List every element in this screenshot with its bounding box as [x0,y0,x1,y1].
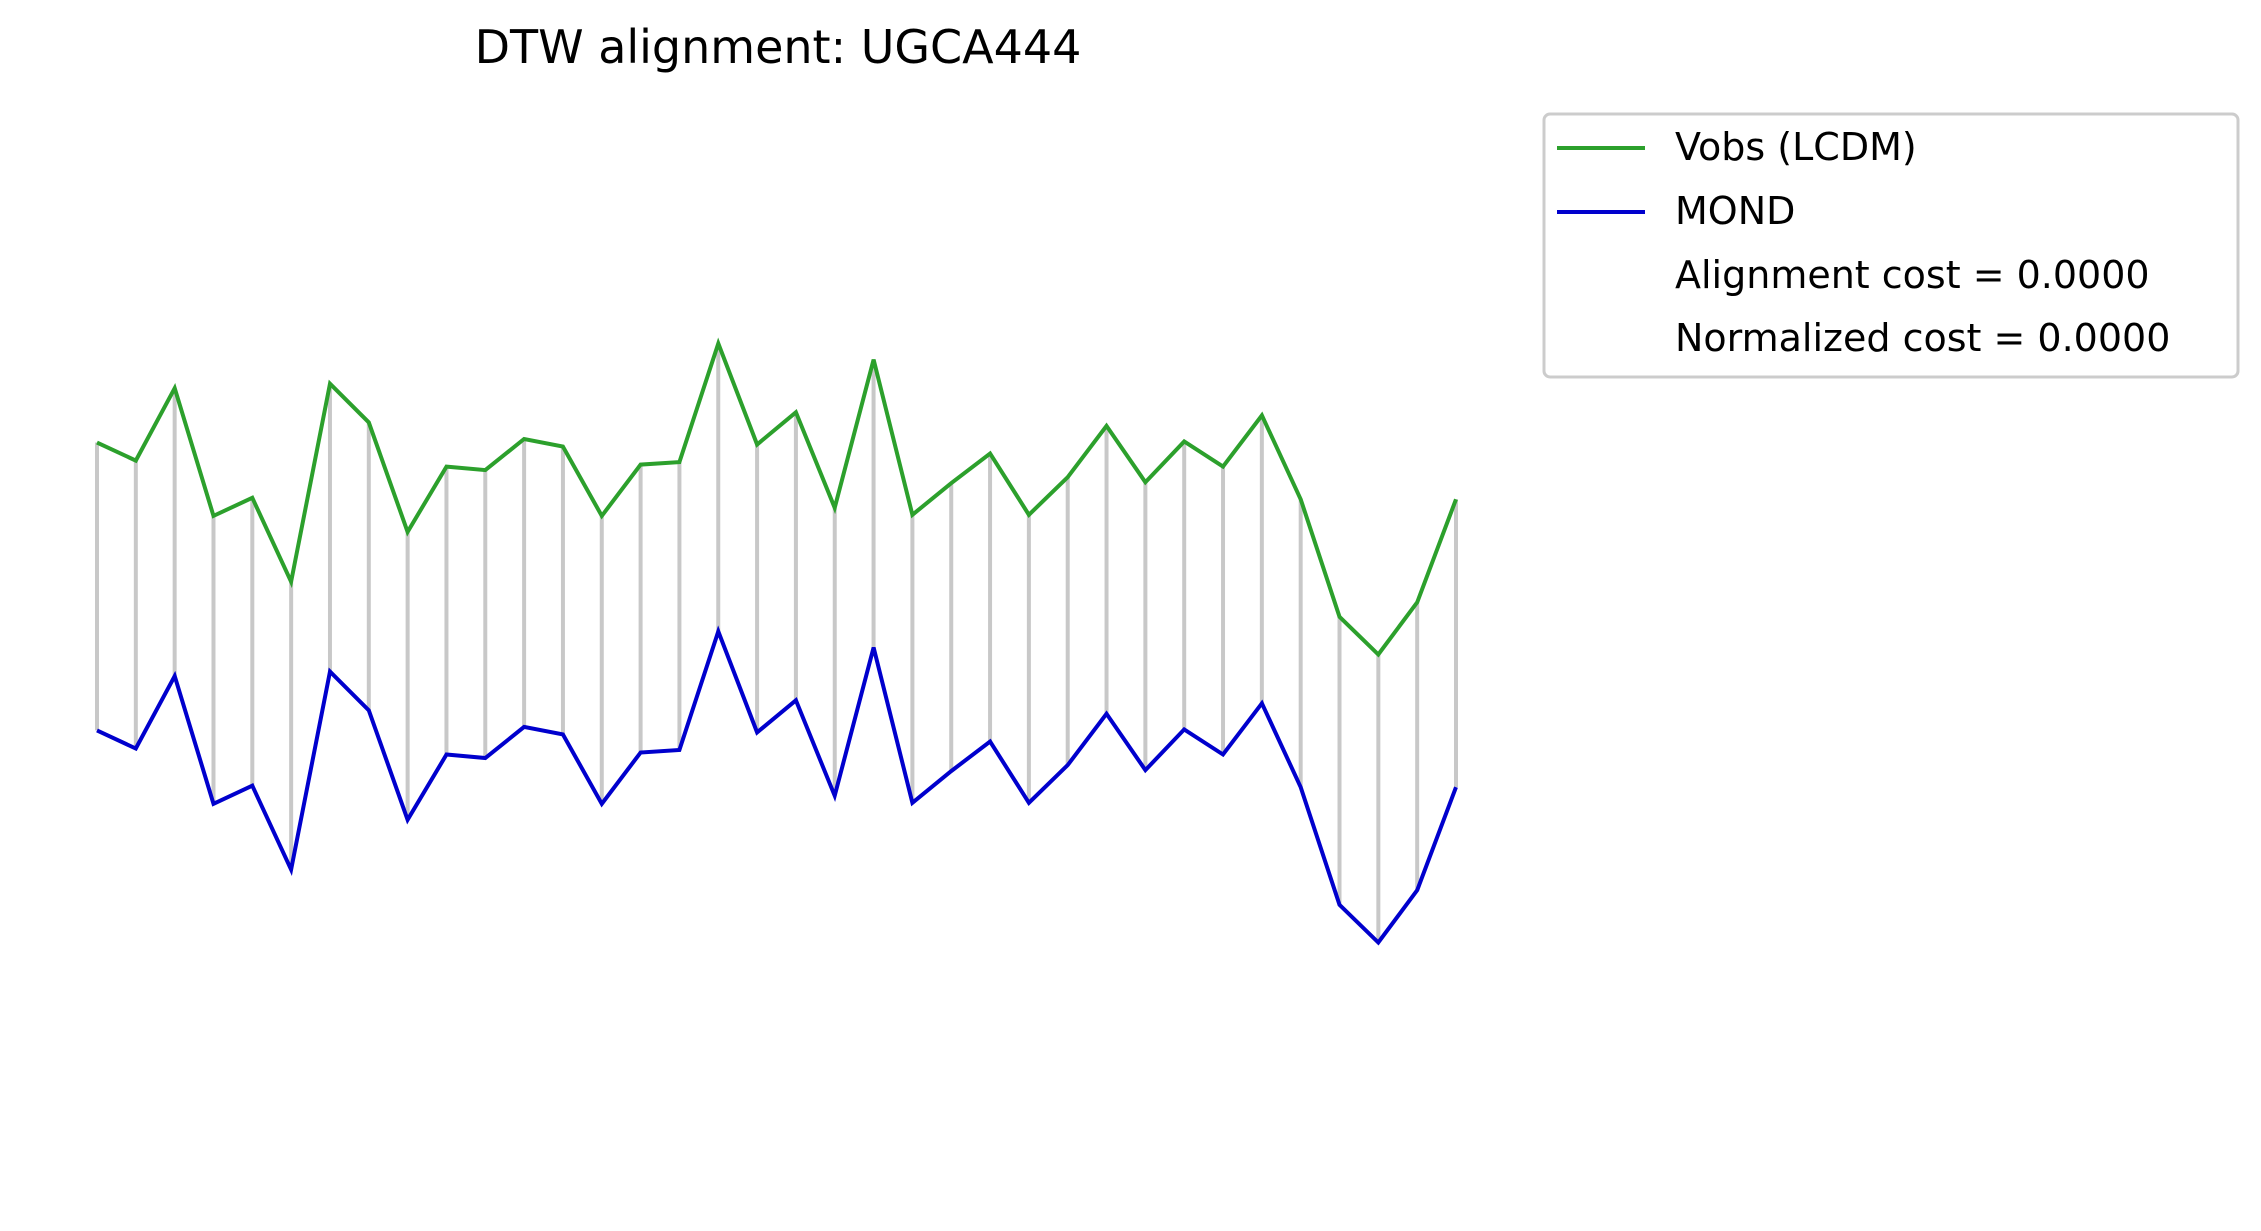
legend-label-vobs: Vobs (LCDM) [1675,125,1917,169]
legend-normalized-cost: Normalized cost = 0.0000 [1675,316,2170,360]
series-lines [96,337,1458,946]
series-line-vobs [96,337,1458,658]
legend-alignment-cost: Alignment cost = 0.0000 [1675,253,2150,297]
legend-frame [1542,112,2240,379]
legend: Vobs (LCDM) MOND Alignment cost = 0.0000… [1542,112,2240,379]
legend-label-mond: MOND [1675,189,1795,233]
chart-title: DTW alignment: UGCA444 [475,20,1082,74]
series-line-mond [96,625,1458,946]
plot-area [95,337,1458,946]
alignment-lines [95,343,1458,943]
